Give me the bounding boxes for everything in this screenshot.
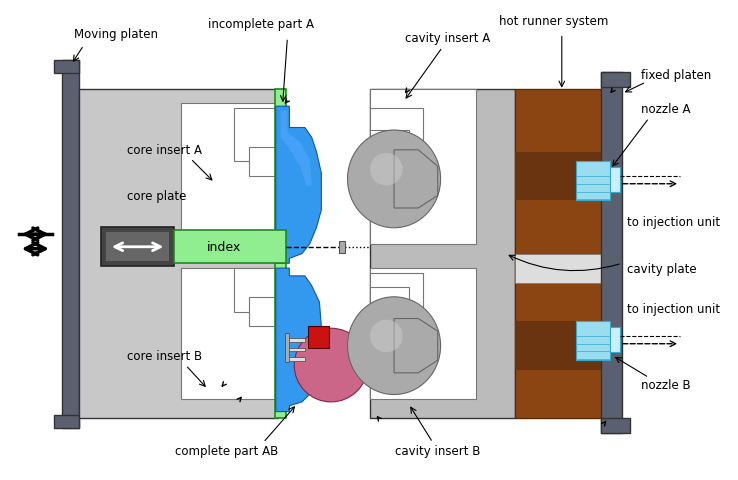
FancyBboxPatch shape [79, 90, 277, 419]
Text: index: index [207, 241, 241, 254]
Text: core plate: core plate [128, 190, 187, 203]
Ellipse shape [370, 320, 403, 352]
FancyBboxPatch shape [106, 233, 169, 262]
Polygon shape [276, 107, 321, 264]
Text: Moving platen: Moving platen [74, 28, 158, 41]
Polygon shape [276, 268, 321, 412]
FancyBboxPatch shape [370, 274, 423, 326]
FancyBboxPatch shape [576, 162, 610, 201]
FancyBboxPatch shape [275, 90, 286, 419]
FancyBboxPatch shape [370, 90, 477, 244]
Text: to injection unit: to injection unit [627, 303, 720, 316]
Polygon shape [280, 112, 311, 186]
Text: cavity insert B: cavity insert B [395, 444, 480, 457]
FancyBboxPatch shape [601, 419, 630, 433]
FancyBboxPatch shape [61, 60, 79, 428]
FancyBboxPatch shape [287, 358, 305, 361]
FancyBboxPatch shape [515, 153, 602, 201]
FancyBboxPatch shape [286, 334, 289, 362]
FancyBboxPatch shape [249, 298, 277, 326]
FancyBboxPatch shape [339, 241, 345, 253]
Circle shape [294, 328, 368, 402]
FancyBboxPatch shape [181, 104, 277, 244]
Text: incomplete part A: incomplete part A [208, 18, 314, 31]
FancyBboxPatch shape [576, 322, 610, 360]
FancyBboxPatch shape [370, 131, 409, 160]
FancyBboxPatch shape [610, 168, 620, 193]
FancyBboxPatch shape [370, 90, 515, 419]
FancyBboxPatch shape [54, 415, 79, 428]
FancyBboxPatch shape [370, 288, 409, 312]
FancyBboxPatch shape [610, 327, 620, 353]
FancyBboxPatch shape [601, 73, 622, 433]
Text: complete part AB: complete part AB [175, 444, 278, 457]
FancyBboxPatch shape [234, 268, 277, 312]
Ellipse shape [348, 131, 441, 228]
Text: cavity insert A: cavity insert A [404, 32, 490, 45]
FancyBboxPatch shape [54, 60, 79, 74]
FancyBboxPatch shape [370, 109, 423, 177]
Text: core insert A: core insert A [128, 144, 202, 157]
FancyBboxPatch shape [370, 268, 477, 399]
Ellipse shape [348, 297, 441, 395]
FancyBboxPatch shape [601, 73, 630, 88]
FancyBboxPatch shape [515, 254, 602, 283]
Text: nozzle B: nozzle B [641, 378, 691, 391]
Polygon shape [394, 319, 438, 373]
Text: nozzle A: nozzle A [641, 102, 691, 115]
Text: core insert B: core insert B [128, 349, 202, 362]
Ellipse shape [370, 154, 403, 186]
FancyBboxPatch shape [249, 147, 277, 177]
FancyBboxPatch shape [287, 338, 305, 342]
FancyBboxPatch shape [181, 268, 277, 399]
FancyBboxPatch shape [308, 326, 329, 348]
FancyBboxPatch shape [287, 348, 305, 352]
FancyBboxPatch shape [515, 322, 602, 370]
FancyBboxPatch shape [234, 109, 277, 162]
Text: to injection unit: to injection unit [627, 216, 720, 228]
FancyBboxPatch shape [174, 231, 286, 264]
Text: cavity plate: cavity plate [627, 262, 697, 275]
Polygon shape [394, 151, 438, 208]
FancyBboxPatch shape [101, 228, 174, 266]
FancyBboxPatch shape [515, 90, 602, 419]
Text: hot runner system: hot runner system [500, 15, 609, 28]
Text: fixed platen: fixed platen [641, 69, 711, 82]
